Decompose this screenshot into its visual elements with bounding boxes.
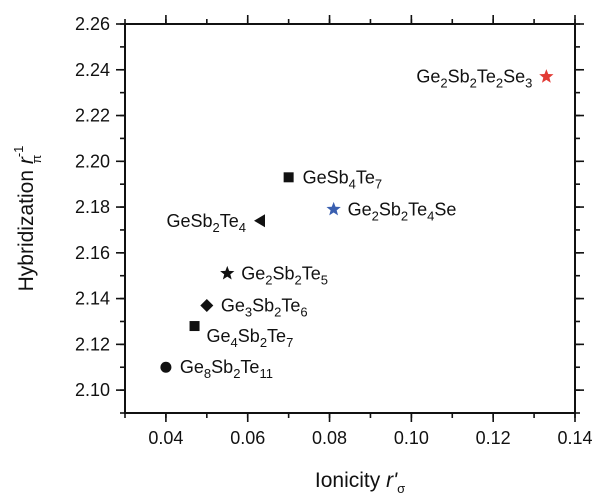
y-tick-label: 2.12 [75, 334, 110, 354]
x-tick-label: 0.06 [230, 428, 265, 448]
star-marker [539, 69, 554, 83]
circle-marker [160, 361, 172, 373]
x-tick-label: 0.08 [312, 428, 347, 448]
x-axis-title: Ionicity r'σ [315, 469, 405, 496]
star-marker [326, 201, 341, 216]
y-tick-label: 2.14 [75, 289, 110, 309]
y-tick-label: 2.18 [75, 197, 110, 217]
y-axis-title: Hybridization r-1π [11, 146, 44, 292]
square-marker [283, 172, 294, 183]
point-label: Ge8Sb2Te11 [180, 357, 273, 381]
y-tick-label: 2.26 [75, 14, 110, 34]
y-axis-title-group: Hybridization r-1π [11, 146, 44, 292]
diamond-marker [200, 298, 214, 312]
y-tick-label: 2.22 [75, 106, 110, 126]
y-tick-label: 2.10 [75, 380, 110, 400]
point-label: GeSb2Te4 [166, 211, 246, 235]
plot-frame [124, 23, 576, 414]
x-tick-label: 0.14 [557, 428, 592, 448]
point-labels: Ge8Sb2Te11 Ge4Sb2Te7 Ge3Sb2Te6 Ge2Sb2Te5 GeS… [166, 67, 532, 382]
y-tick-label: 2.24 [75, 60, 110, 80]
star-marker [220, 265, 235, 280]
point-label: GeSb4Te7 [303, 167, 383, 191]
y-tick-label: 2.16 [75, 243, 110, 263]
point-label: Ge4Sb2Te7 [207, 326, 294, 350]
x-tick-label: 0.04 [148, 428, 183, 448]
point-label: Ge3Sb2Te6 [221, 295, 308, 319]
point-label: Ge2Sb2Te2Se3 [416, 67, 532, 91]
x-tick-label: 0.12 [476, 428, 511, 448]
data-points [160, 69, 554, 373]
triangle-marker [254, 214, 265, 228]
x-tick-label: 0.10 [394, 428, 429, 448]
axis-titles: Ionicity r'σ Hybridization r-1π [11, 146, 405, 496]
axes: 0.04 0.06 0.08 0.10 0.12 0.14 2.10 2.12 2.14 2.16… [75, 14, 592, 448]
point-label: Ge2Sb2Te5 [241, 263, 328, 287]
y-tick-label: 2.20 [75, 151, 110, 171]
point-label: Ge2Sb2Te4Se [348, 199, 457, 223]
square-marker [189, 321, 200, 332]
